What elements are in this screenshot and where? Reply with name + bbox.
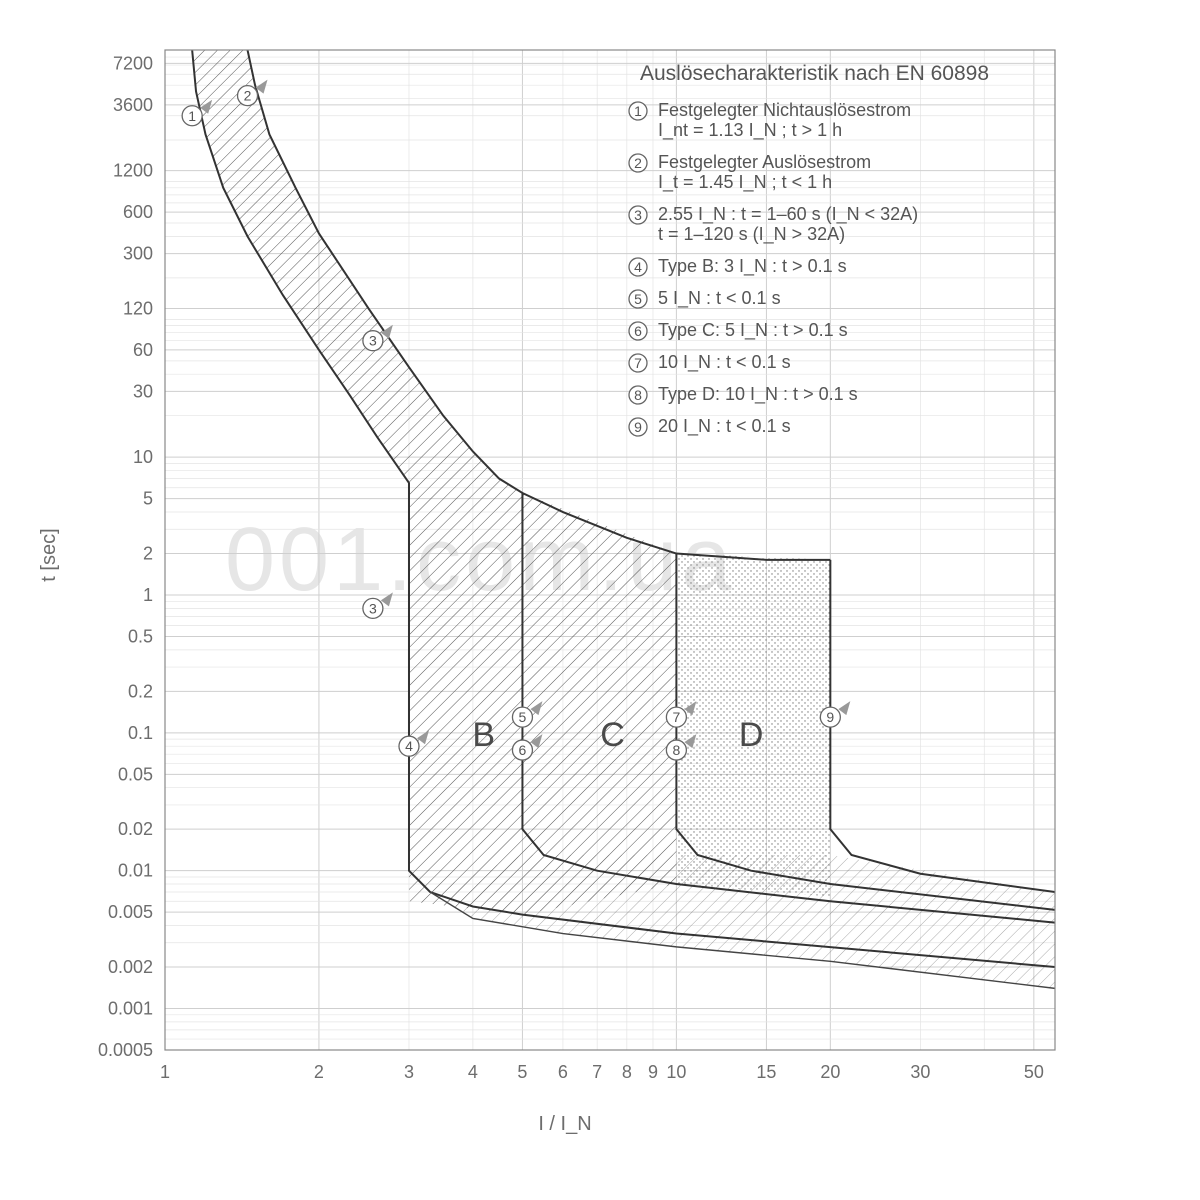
x-ticks: 1 2 3 4 5 6 789 10 15 20 30 50 (160, 1062, 1044, 1082)
y-tick: 0.0005 (98, 1040, 153, 1060)
y-tick: 1200 (113, 161, 153, 181)
svg-text:3: 3 (634, 207, 642, 223)
x-axis-label: I / I_N (538, 1113, 591, 1135)
svg-text:2: 2 (634, 155, 642, 171)
y-tick: 0.05 (118, 764, 153, 784)
y-tick: 2 (143, 544, 153, 564)
svg-text:6: 6 (634, 323, 642, 339)
svg-text:2: 2 (244, 88, 252, 104)
y-tick: 0.5 (128, 627, 153, 647)
legend-line: t = 1–120 s (I_N > 32A) (658, 224, 845, 245)
svg-text:1: 1 (188, 108, 196, 124)
zone-c-fill (522, 493, 676, 915)
x-tick: 7 (592, 1062, 602, 1082)
x-tick: 30 (910, 1062, 930, 1082)
x-tick: 6 (558, 1062, 568, 1082)
y-tick: 0.005 (108, 902, 153, 922)
svg-text:9: 9 (826, 709, 834, 725)
x-tick: 4 (468, 1062, 478, 1082)
svg-text:7: 7 (634, 355, 642, 371)
y-tick: 0.2 (128, 681, 153, 701)
svg-text:9: 9 (634, 419, 642, 435)
legend-line: Type C: 5 I_N : t > 0.1 s (658, 320, 848, 341)
svg-text:5: 5 (634, 291, 642, 307)
x-tick: 5 (517, 1062, 527, 1082)
svg-text:8: 8 (672, 742, 680, 758)
x-tick: 15 (756, 1062, 776, 1082)
svg-text:3: 3 (369, 600, 377, 616)
svg-text:1: 1 (634, 103, 642, 119)
y-tick: 0.02 (118, 819, 153, 839)
legend-line: 2.55 I_N : t = 1–60 s (I_N < 32A) (658, 204, 918, 225)
y-tick: 60 (133, 340, 153, 360)
y-tick: 5 (143, 489, 153, 509)
trip-curve-chart: 001.com.ua BCD1233456789 123456789101520… (0, 0, 1200, 1200)
zone-label-B: B (472, 716, 495, 754)
legend-line: Type B: 3 I_N : t > 0.1 s (658, 256, 847, 277)
x-tick: 10 (666, 1062, 686, 1082)
legend-line: Festgelegter Nichtauslösestrom (658, 100, 911, 120)
legend-line: 5 I_N : t < 0.1 s (658, 288, 781, 309)
x-tick: 2 (314, 1062, 324, 1082)
svg-text:4: 4 (405, 738, 413, 754)
x-tick: 50 (1024, 1062, 1044, 1082)
svg-text:3: 3 (369, 333, 377, 349)
legend-line: I_nt = 1.13 I_N ; t > 1 h (658, 120, 842, 141)
y-tick: 0.002 (108, 957, 153, 977)
y-tick: 3600 (113, 95, 153, 115)
y-tick: 1 (143, 585, 153, 605)
legend-line: 20 I_N : t < 0.1 s (658, 416, 791, 437)
x-tick: 1 (160, 1062, 170, 1082)
legend: Auslösecharakteristik nach EN 60898 1 Fest… (629, 62, 989, 437)
zone-label-C: C (600, 716, 625, 754)
y-ticks: 7200 3600 1200 600 300 120 60 30 10 5 2 1 0.5 0.2 0.1 0… (98, 53, 153, 1060)
x-tick: 8 (622, 1062, 632, 1082)
legend-line: Type D: 10 I_N : t > 0.1 s (658, 384, 858, 405)
y-tick: 120 (123, 298, 153, 318)
svg-text:8: 8 (634, 387, 642, 403)
x-tick: 9 (648, 1062, 658, 1082)
y-tick: 10 (133, 447, 153, 467)
legend-line: I_t = 1.45 I_N ; t < 1 h (658, 172, 832, 193)
zone-b-fill (409, 483, 522, 915)
y-tick: 0.01 (118, 861, 153, 881)
x-tick: 3 (404, 1062, 414, 1082)
legend-title: Auslösecharakteristik nach EN 60898 (640, 62, 989, 85)
y-axis-label: t [sec] (38, 528, 60, 581)
svg-text:4: 4 (634, 259, 642, 275)
legend-line: 10 I_N : t < 0.1 s (658, 352, 791, 373)
y-tick: 30 (133, 381, 153, 401)
x-tick: 20 (820, 1062, 840, 1082)
y-tick: 0.1 (128, 723, 153, 743)
y-tick: 600 (123, 202, 153, 222)
y-tick: 300 (123, 244, 153, 264)
zone-label-D: D (739, 716, 764, 754)
d-right (830, 560, 1055, 892)
svg-text:5: 5 (519, 709, 527, 725)
svg-text:6: 6 (519, 742, 527, 758)
y-tick: 7200 (113, 53, 153, 73)
legend-line: Festgelegter Auslösestrom (658, 152, 871, 172)
y-tick: 0.001 (108, 999, 153, 1019)
magnetic-tail (430, 855, 1055, 988)
svg-text:7: 7 (672, 709, 680, 725)
